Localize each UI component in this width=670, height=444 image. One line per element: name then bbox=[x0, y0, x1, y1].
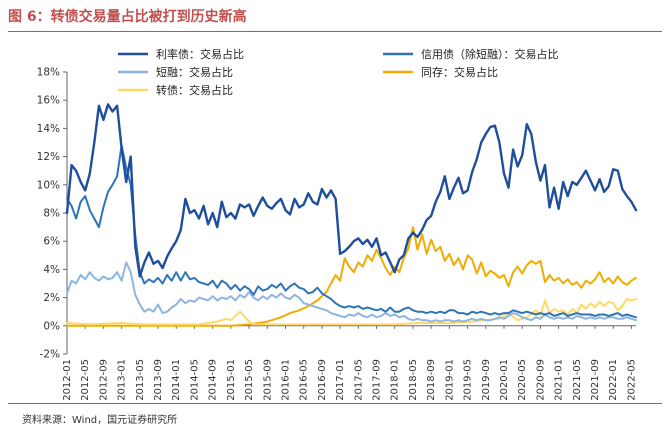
x-tick-label: 2014-09 bbox=[208, 359, 219, 401]
x-tick-label: 2012-05 bbox=[80, 359, 91, 401]
x-tick-label: 2013-09 bbox=[153, 359, 164, 401]
x-tick-label: 2017-05 bbox=[353, 359, 364, 401]
x-tick-label: 2018-09 bbox=[426, 359, 437, 401]
x-tick-label: 2013-01 bbox=[117, 359, 128, 401]
x-tick-label: 2022-01 bbox=[608, 359, 619, 401]
x-tick-label: 2013-05 bbox=[135, 359, 146, 401]
y-tick-label: 2% bbox=[43, 292, 60, 304]
series-line-3 bbox=[66, 261, 637, 323]
title-divider bbox=[8, 31, 662, 32]
source-divider bbox=[8, 403, 662, 404]
legend-label-2: 信用债（除短融）：交易占比 bbox=[421, 47, 559, 61]
legend-label-4: 同存：交易占比 bbox=[421, 65, 498, 79]
x-tick-label: 2012-01 bbox=[62, 359, 73, 401]
figure-title: 图 6：转债交易量占比被打到历史新高 bbox=[8, 9, 247, 25]
x-tick-label: 2022-05 bbox=[626, 359, 637, 401]
y-tick-label: 16% bbox=[37, 95, 60, 107]
y-tick-label: 10% bbox=[37, 179, 60, 191]
x-tick-label: 2018-05 bbox=[408, 359, 419, 401]
y-tick-label: 14% bbox=[37, 123, 60, 135]
legend-label-3: 短融：交易占比 bbox=[156, 65, 233, 79]
x-tick-label: 2016-09 bbox=[317, 359, 328, 401]
source-note: 资料来源：Wind，国元证券研究所 bbox=[22, 415, 178, 426]
y-tick-label: -2% bbox=[40, 349, 60, 361]
x-tick-label: 2014-01 bbox=[171, 359, 182, 401]
x-tick-label: 2021-05 bbox=[572, 359, 583, 401]
series-line-2 bbox=[66, 144, 637, 319]
series-line-5 bbox=[66, 298, 637, 326]
x-tick-label: 2012-09 bbox=[98, 359, 109, 401]
y-tick-label: 8% bbox=[43, 208, 60, 220]
y-tick-label: 4% bbox=[43, 264, 60, 276]
y-tick-label: 18% bbox=[37, 67, 60, 79]
x-tick-label: 2015-05 bbox=[244, 359, 255, 401]
legend-label-1: 利率债：交易占比 bbox=[156, 47, 244, 61]
x-tick-label: 2020-01 bbox=[499, 359, 510, 401]
y-tick-label: 6% bbox=[43, 236, 60, 248]
x-tick-label: 2021-01 bbox=[554, 359, 565, 401]
y-tick-label: 12% bbox=[37, 151, 60, 163]
x-tick-label: 2015-09 bbox=[262, 359, 273, 401]
series-line-4 bbox=[66, 226, 637, 327]
x-tick-label: 2016-01 bbox=[280, 359, 291, 401]
x-tick-label: 2017-01 bbox=[335, 359, 346, 401]
x-tick-label: 2020-05 bbox=[517, 359, 528, 401]
series-line-1 bbox=[65, 103, 638, 278]
x-tick-label: 2021-09 bbox=[590, 359, 601, 401]
x-tick-label: 2020-09 bbox=[535, 359, 546, 401]
x-tick-label: 2014-05 bbox=[189, 359, 200, 401]
x-tick-label: 2019-09 bbox=[481, 359, 492, 401]
x-tick-label: 2015-01 bbox=[226, 359, 237, 401]
x-tick-label: 2018-01 bbox=[390, 359, 401, 401]
x-tick-label: 2016-05 bbox=[299, 359, 310, 401]
x-tick-label: 2019-05 bbox=[463, 359, 474, 401]
x-tick-label: 2019-01 bbox=[444, 359, 455, 401]
y-tick-label: 0% bbox=[43, 320, 60, 332]
x-tick-label: 2017-09 bbox=[372, 359, 383, 401]
legend-label-5: 转债：交易占比 bbox=[156, 83, 233, 97]
